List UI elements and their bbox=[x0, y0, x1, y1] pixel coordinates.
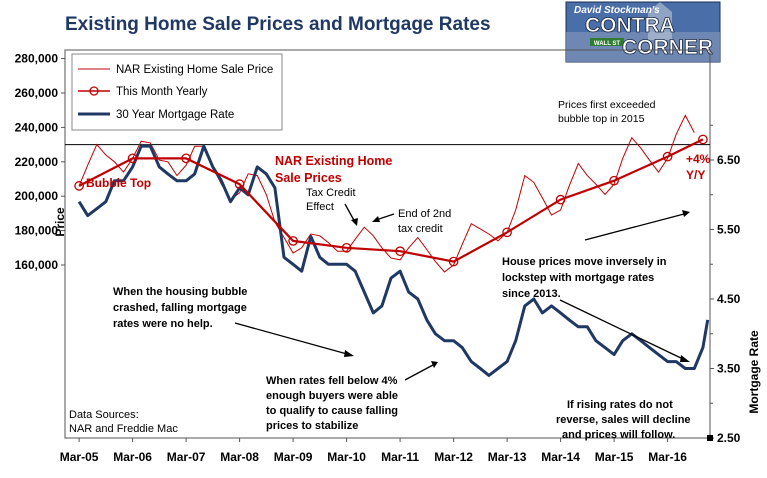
wall-st-sign bbox=[590, 38, 624, 46]
yearly-point bbox=[609, 175, 619, 186]
y-right-axis-end-marker bbox=[707, 435, 713, 441]
yearly-point bbox=[698, 134, 708, 145]
x-tick-label: Mar-10 bbox=[327, 450, 366, 464]
data-sources-value: NAR and Freddie Mac bbox=[69, 423, 178, 435]
yearly-point bbox=[448, 256, 459, 267]
annotation-bubble-top: Bubble Top bbox=[86, 176, 151, 190]
x-tick-label: Mar-13 bbox=[488, 450, 527, 464]
annotation-change-1: +4% bbox=[686, 152, 711, 166]
legend: NAR Existing Home Sale Price This Month … bbox=[71, 53, 283, 131]
annotation-rising-rates-1: If rising rates do not bbox=[567, 399, 673, 411]
arrow-housing-bubble bbox=[234, 322, 348, 355]
yearly-point bbox=[555, 194, 566, 205]
yearly-point bbox=[502, 227, 512, 238]
arrowhead-housing-bubble bbox=[344, 350, 354, 357]
annotation-housing-bubble-2: crashed, falling mortgage bbox=[113, 302, 247, 314]
x-tick-label: Mar-07 bbox=[167, 450, 206, 464]
annotation-rising-rates-2: reverse, sales will decline bbox=[556, 414, 691, 426]
arrowhead-house-prices-down bbox=[680, 355, 690, 362]
yearly-point bbox=[181, 153, 191, 164]
annotation-housing-bubble-3: rates were no help. bbox=[113, 318, 213, 330]
data-sources-label: Data Sources: bbox=[69, 409, 139, 421]
wall-st-sign-text: WALL ST bbox=[594, 41, 621, 47]
yearly-point bbox=[662, 151, 673, 162]
y-left-tick-label: 260,000 bbox=[15, 86, 59, 100]
annotation-rates-fell-2: enough buyers were able bbox=[266, 390, 398, 402]
y-right-tick-label: 6.50 bbox=[717, 153, 741, 167]
annotation-tax-credit-1: Tax Credit bbox=[306, 187, 356, 199]
y-left-axis-title: Price bbox=[53, 207, 67, 237]
yearly-point bbox=[74, 181, 84, 191]
x-tick-label: Mar-08 bbox=[220, 450, 259, 464]
annotation-rising-rates-3: and prices will follow. bbox=[562, 429, 675, 441]
yearly-point bbox=[127, 153, 138, 164]
annotation-rates-fell-4: prices to stabilize bbox=[266, 420, 358, 432]
legend-label-rate: 30 Year Mortgage Rate bbox=[116, 109, 234, 121]
x-tick-label: Mar-12 bbox=[434, 450, 473, 464]
yearly-point bbox=[341, 242, 352, 253]
logo-line-1: CONTRA bbox=[585, 14, 675, 37]
legend-label-price: NAR Existing Home Sale Price bbox=[116, 64, 273, 76]
logo-tagline: David Stockman's bbox=[574, 5, 660, 16]
yearly-point bbox=[395, 246, 405, 257]
series-line-yearly bbox=[78, 138, 704, 263]
x-tick-label: Mar-11 bbox=[381, 450, 419, 464]
x-tick-label: Mar-06 bbox=[113, 450, 152, 464]
y-left-tick-label: 240,000 bbox=[15, 120, 59, 134]
plot-frame bbox=[64, 49, 711, 439]
annotations: Bubble Top NAR Existing Home Sale Prices… bbox=[69, 99, 711, 441]
legend-marker-yearly bbox=[89, 86, 99, 96]
x-axis: Mar-05 Mar-06 Mar-07 Mar-08 Mar-09 Mar-10 Mar-… bbox=[60, 438, 687, 464]
annotation-nar-label-2: Sale Prices bbox=[275, 171, 342, 185]
y-right-tick-label: 5.50 bbox=[717, 223, 741, 237]
annotation-prices-exceeded-1: Prices first exceeded bbox=[558, 99, 656, 111]
arrow-house-prices-down bbox=[559, 299, 684, 360]
arrowhead-house-prices-up bbox=[682, 210, 690, 217]
annotation-tax-credit-2: Effect bbox=[306, 201, 334, 213]
y-right-axis: 2.50 3.50 4.50 5.50 6.50 bbox=[707, 124, 741, 445]
y-left-tick-label: 200,000 bbox=[15, 189, 59, 203]
annotation-change-2: Y/Y bbox=[686, 168, 705, 182]
y-left-axis: 160,000 180,000 200,000 220,000 240,000 260,0… bbox=[15, 52, 65, 272]
x-tick-label: Mar-05 bbox=[60, 450, 99, 464]
x-tick-label: Mar-15 bbox=[595, 450, 634, 464]
annotation-prices-exceeded-2: bubble top in 2015 bbox=[558, 113, 645, 125]
y-right-tick-label: 4.50 bbox=[717, 292, 741, 306]
series-line-price bbox=[78, 114, 695, 273]
annotation-house-prices-1: House prices move inversely in bbox=[502, 256, 667, 268]
y-left-tick-label: 160,000 bbox=[15, 258, 59, 272]
x-tick-label: Mar-09 bbox=[274, 450, 313, 464]
y-right-axis-title: Mortgage Rate bbox=[747, 330, 761, 414]
annotation-nar-label-1: NAR Existing Home bbox=[275, 154, 392, 168]
arrow-rates-fell bbox=[404, 364, 434, 381]
y-right-tick-label: 3.50 bbox=[717, 362, 741, 376]
annotation-end-tax-2: tax credit bbox=[398, 223, 443, 235]
annotation-housing-bubble-1: When the housing bubble bbox=[113, 286, 247, 298]
arrow-house-prices-up bbox=[584, 213, 685, 241]
logo-line-2: CORNER bbox=[622, 36, 713, 59]
legend-label-yearly: This Month Yearly bbox=[116, 86, 208, 98]
chart-title: Existing Home Sale Prices and Mortgage R… bbox=[65, 14, 491, 35]
annotation-end-tax-1: End of 2nd bbox=[398, 208, 451, 220]
annotation-house-prices-3: since 2013. bbox=[502, 288, 561, 300]
annotation-rates-fell-1: When rates fell below 4% bbox=[266, 375, 398, 387]
yearly-point bbox=[234, 179, 245, 190]
y-left-tick-label: 280,000 bbox=[15, 52, 59, 66]
y-left-tick-label: 220,000 bbox=[15, 155, 59, 169]
arrowhead-tax-credit bbox=[351, 218, 358, 226]
annotation-rates-fell-3: to qualify to cause falling bbox=[266, 405, 398, 417]
y-left-tick-label: 180,000 bbox=[15, 224, 59, 238]
series-line-rate bbox=[77, 144, 710, 377]
contra-corner-logo: WALL ST David Stockman's CONTRA CORNER bbox=[565, 1, 721, 63]
y-right-tick-label: 2.50 bbox=[717, 431, 741, 445]
arrowhead-end-tax bbox=[372, 216, 380, 222]
yearly-markers bbox=[74, 134, 708, 267]
annotation-house-prices-2: lockstep with mortgage rates bbox=[502, 272, 654, 284]
x-tick-label: Mar-16 bbox=[648, 450, 687, 464]
arrowhead-rates-fell bbox=[431, 361, 438, 368]
x-tick-label: Mar-14 bbox=[541, 450, 580, 464]
yearly-point bbox=[288, 236, 298, 246]
